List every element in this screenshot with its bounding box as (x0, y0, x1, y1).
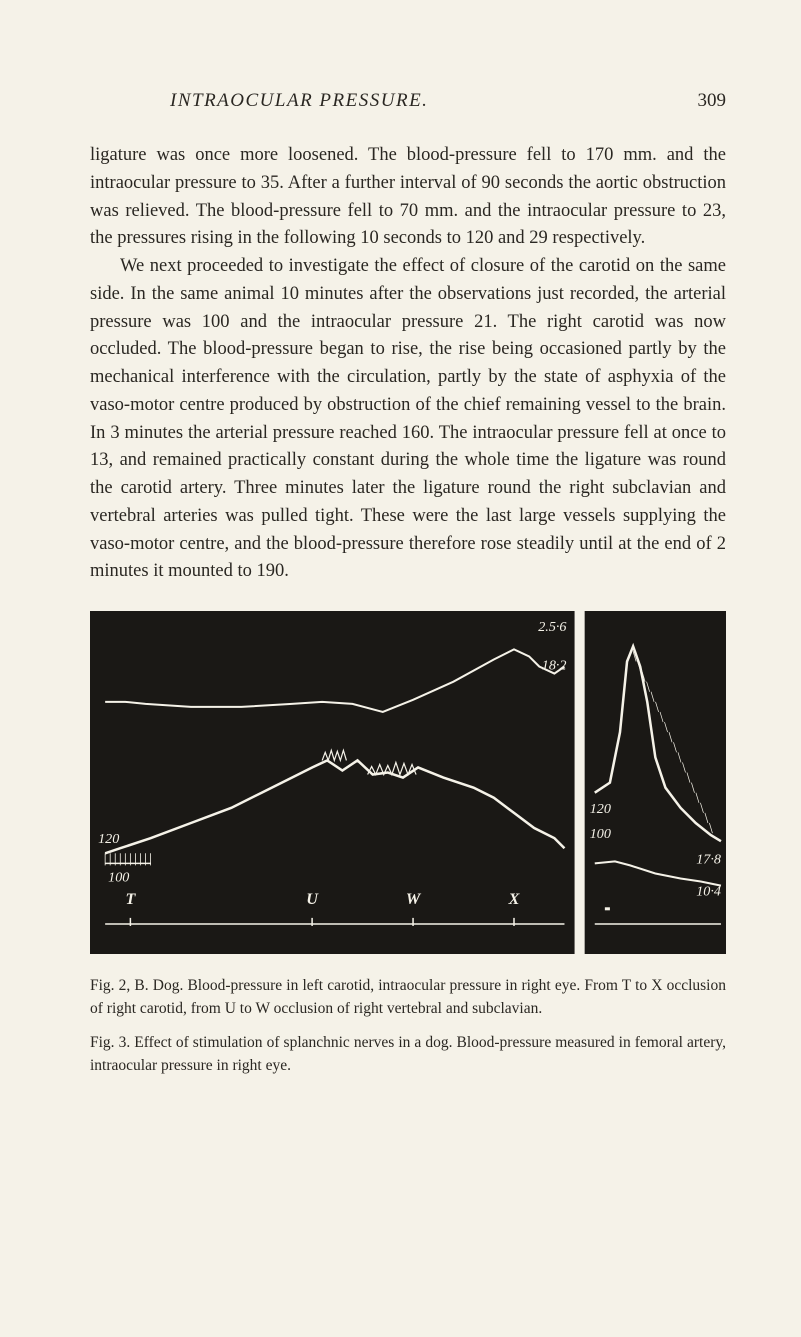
figure-container: 2.5·6 18·2 120 100 T U W X 120 100 17·8 10·… (90, 611, 726, 954)
page-number: 309 (698, 90, 727, 112)
left-panel-bg (90, 611, 575, 954)
caption-fig3-text: Fig. 3. Effect of stimulation of splanch… (90, 1034, 726, 1074)
caption-fig2: Fig. 2, B. Dog. Blood-pressure in left c… (90, 974, 726, 1021)
paragraph-2: We next proceeded to investigate the eff… (90, 253, 726, 586)
caption-fig2-text: Fig. 2, B. Dog. Blood-pressure in left c… (90, 977, 726, 1017)
label-left-mid: 100 (108, 870, 129, 886)
right-label-axis-mid: 100 (590, 826, 611, 842)
right-label-bottom: 17·8 (696, 851, 721, 867)
right-panel-bg (585, 611, 726, 954)
right-label-far: 10·4 (696, 884, 721, 900)
caption-fig3: Fig. 3. Effect of stimulation of splanch… (90, 1031, 726, 1078)
label-top-right: 2.5·6 (538, 619, 566, 635)
running-title: INTRAOCULAR PRESSURE. (170, 90, 428, 112)
page-header: INTRAOCULAR PRESSURE. 309 (90, 90, 726, 112)
captions: Fig. 2, B. Dog. Blood-pressure in left c… (90, 974, 726, 1077)
label-left-axis: 120 (98, 831, 119, 847)
svg-text:W: W (406, 891, 422, 908)
label-mid-right: 18·2 (542, 658, 567, 674)
svg-text:U: U (306, 891, 319, 908)
right-label-axis-top: 120 (590, 801, 611, 817)
svg-text:T: T (125, 891, 136, 908)
paragraph-1: ligature was once more loosened. The blo… (90, 142, 726, 253)
body-text: ligature was once more loosened. The blo… (90, 142, 726, 586)
figure-svg: 2.5·6 18·2 120 100 T U W X 120 100 17·8 10·… (90, 611, 726, 954)
svg-text:X: X (508, 891, 521, 908)
